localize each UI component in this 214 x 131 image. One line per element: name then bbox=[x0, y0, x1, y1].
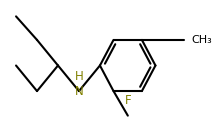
Text: H: H bbox=[75, 70, 83, 83]
Text: N: N bbox=[75, 85, 83, 98]
Text: F: F bbox=[125, 94, 131, 107]
Text: CH₃: CH₃ bbox=[191, 35, 212, 45]
